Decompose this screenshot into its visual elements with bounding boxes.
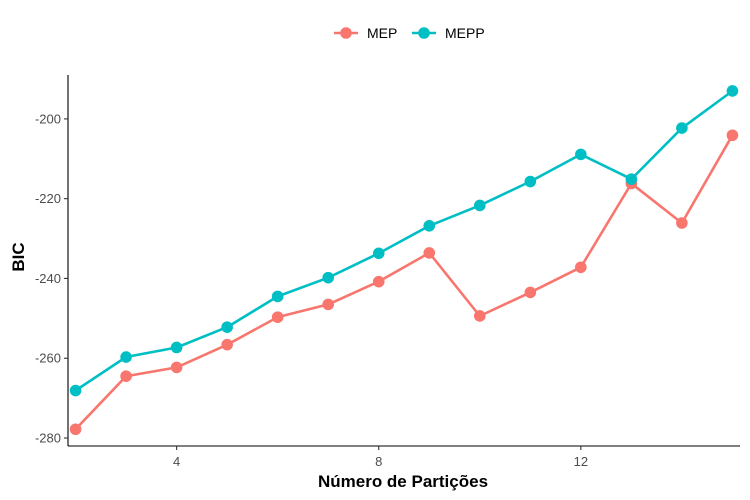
data-point-mep [575, 261, 587, 274]
data-point-mepp [625, 173, 638, 185]
data-point-mep [726, 129, 739, 142]
axes: -280 -260 -240 -220 -200 4 8 12 [35, 75, 740, 469]
series-line-mep [74, 134, 734, 431]
data-point-mepp [221, 321, 233, 333]
data-point-mepp [726, 85, 739, 97]
data-point-mep [221, 338, 233, 351]
x-axis-title: Número de Partições [318, 472, 488, 491]
y-axis-title: BIC [9, 242, 28, 271]
series-mepp [69, 85, 739, 397]
series-mep [69, 129, 739, 436]
x-tick-label: 4 [173, 454, 180, 469]
x-tick-label: 8 [375, 454, 382, 469]
y-tick-label: -200 [35, 111, 61, 126]
y-tick-label: -260 [35, 351, 61, 366]
data-point-mepp [676, 122, 688, 134]
data-point-mepp [69, 384, 82, 397]
data-point-mep [271, 311, 284, 323]
data-point-mepp [271, 290, 284, 303]
legend-key-point [340, 27, 352, 39]
legend-item-mepp: MEPP [412, 25, 485, 41]
data-point-mepp [170, 341, 183, 354]
legend-key-point [418, 27, 430, 39]
data-point-mepp [120, 351, 132, 363]
data-point-mep [372, 275, 385, 288]
data-point-mep [120, 370, 132, 382]
data-point-mepp [473, 199, 486, 212]
data-point-mep [524, 286, 537, 299]
legend: MEP MEPP [334, 25, 485, 41]
data-point-mep [69, 423, 82, 436]
data-point-mepp [423, 219, 436, 232]
data-point-mepp [372, 247, 385, 260]
data-point-mep [473, 310, 486, 322]
data-point-mep [423, 247, 436, 259]
data-point-mepp [524, 175, 537, 188]
series-line-mepp [74, 89, 734, 392]
legend-label: MEPP [445, 25, 485, 41]
x-tick-label: 12 [574, 454, 588, 469]
legend-label: MEP [367, 25, 397, 41]
series-layer [69, 85, 739, 436]
data-point-mep [322, 298, 335, 311]
y-tick-label: -240 [35, 271, 61, 286]
data-point-mep [676, 217, 688, 229]
legend-item-mep: MEP [334, 25, 397, 41]
data-point-mepp [575, 148, 587, 161]
y-tick-label: -220 [35, 191, 61, 206]
y-tick-label: -280 [35, 431, 61, 446]
data-point-mepp [322, 271, 335, 284]
data-point-mep [170, 361, 183, 374]
